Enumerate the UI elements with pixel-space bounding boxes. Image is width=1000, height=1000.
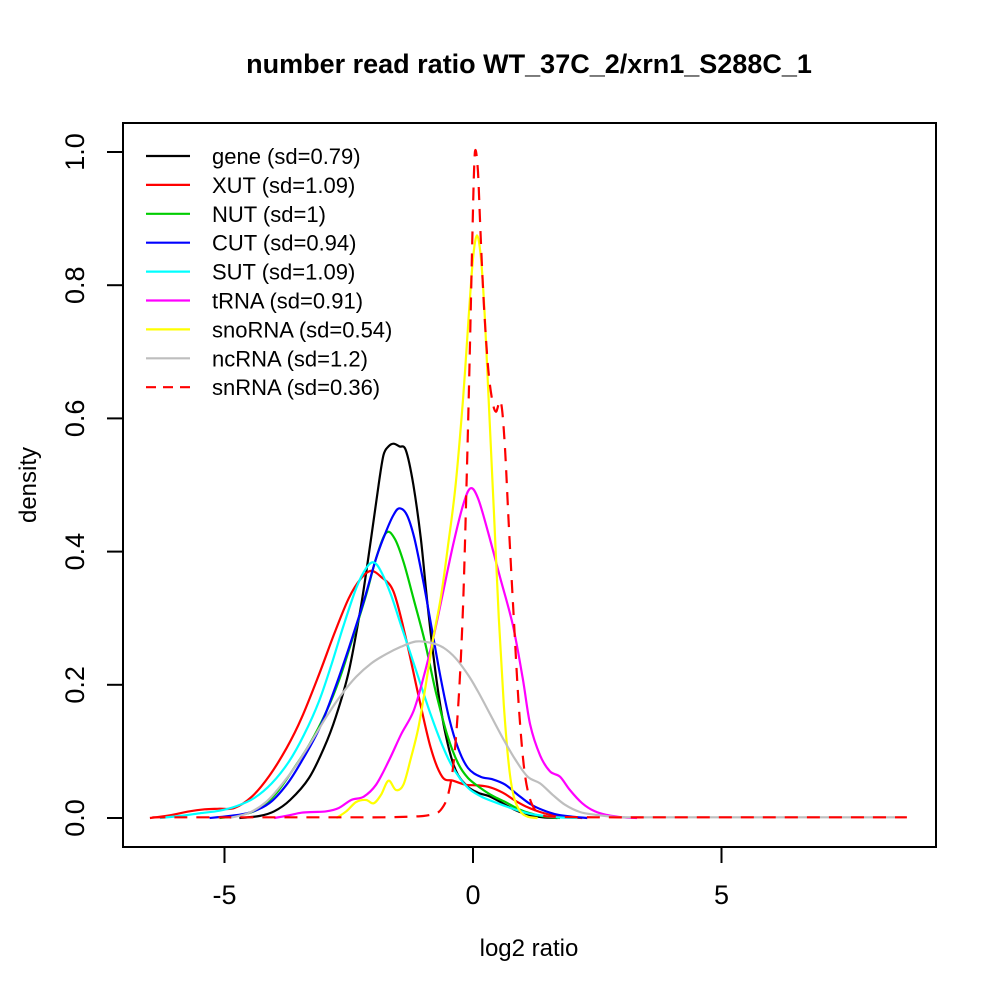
legend-item-CUT: CUT (sd=0.94) [146,231,356,256]
x-tick-label: 0 [465,880,480,910]
y-tick-label: 0.2 [60,666,90,704]
curve-CUT [209,507,588,820]
y-tick-label: 0.4 [60,533,90,571]
x-axis-label: log2 ratio [480,935,579,962]
x-tick-label: 5 [714,880,729,910]
legend-label-CUT: CUT (sd=0.94) [212,231,356,256]
legend-item-tRNA: tRNA (sd=0.91) [146,289,363,314]
x-tick-label: -5 [212,880,236,910]
curve-snRNA [152,148,907,819]
y-tick-label: 0.8 [60,266,90,304]
curve-SUT [159,561,578,820]
legend-label-ncRNA: ncRNA (sd=1.2) [212,346,368,371]
legend-item-ncRNA: ncRNA (sd=1.2) [146,346,368,371]
legend-item-gene: gene (sd=0.79) [146,144,361,169]
legend-item-snRNA: snRNA (sd=0.36) [146,375,380,400]
legend-label-SUT: SUT (sd=1.09) [212,260,355,285]
plot-title: number read ratio WT_37C_2/xrn1_S288C_1 [246,49,812,79]
curve-snoRNA [335,234,538,820]
legend-item-NUT: NUT (sd=1) [146,202,326,227]
legend-item-snoRNA: snoRNA (sd=0.54) [146,317,392,342]
curve-tRNA [274,487,638,820]
y-axis-label: density [15,447,42,523]
legend-label-XUT: XUT (sd=1.09) [212,173,355,198]
curve-gene [239,442,558,820]
plot-box [122,122,937,848]
legend-item-XUT: XUT (sd=1.09) [146,173,355,198]
legend-label-snoRNA: snoRNA (sd=0.54) [212,317,392,342]
axis-ticks: -5 0 5 0.0 0.2 0.4 0.6 0.8 1.0 [60,133,729,910]
legend-label-snRNA: snRNA (sd=0.36) [212,375,380,400]
legend-label-tRNA: tRNA (sd=0.91) [212,289,363,314]
y-tick-label: 0.6 [60,400,90,438]
legend-item-SUT: SUT (sd=1.09) [146,260,355,285]
curve-ncRNA [229,640,906,820]
y-tick-label: 1.0 [60,133,90,171]
legend: gene (sd=0.79) XUT (sd=1.09) NUT (sd=1) CUT… [146,144,392,400]
y-tick-label: 0.0 [60,799,90,837]
density-curves [149,148,907,820]
legend-label-gene: gene (sd=0.79) [212,144,361,169]
legend-label-NUT: NUT (sd=1) [212,202,326,227]
